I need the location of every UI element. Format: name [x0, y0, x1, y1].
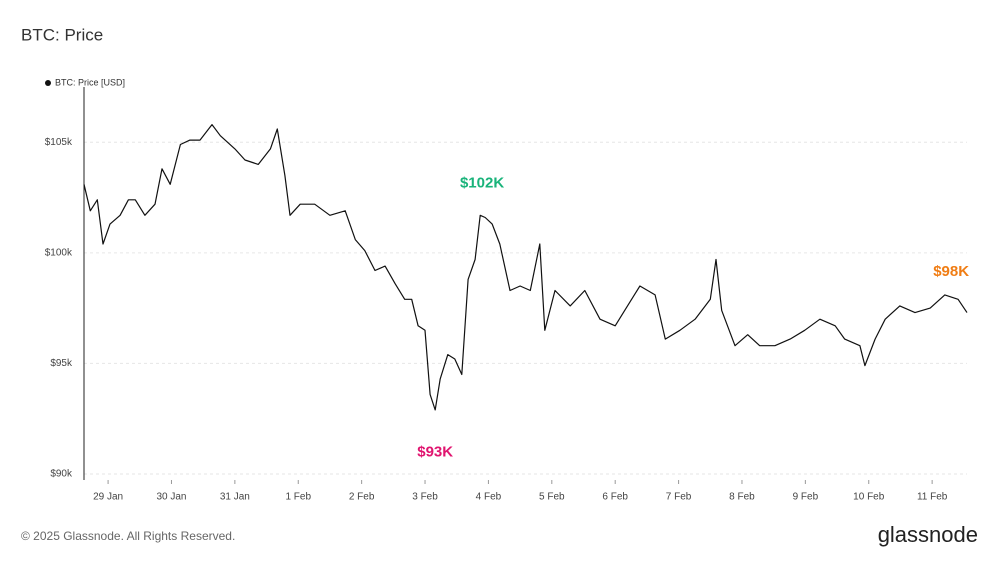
x-tick-label: 7 Feb: [666, 492, 692, 503]
x-tick-label: 30 Jan: [156, 492, 186, 503]
y-tick-label: $90k: [50, 469, 73, 480]
x-tick-label: 9 Feb: [793, 492, 819, 503]
legend-marker: [45, 80, 51, 86]
annotation: $98K: [933, 263, 969, 280]
x-tick-label: 10 Feb: [853, 492, 885, 503]
legend-label: BTC: Price [USD]: [55, 77, 125, 87]
x-tick-label: 8 Feb: [729, 492, 755, 503]
annotation: $93K: [417, 444, 453, 461]
x-tick-label: 3 Feb: [412, 492, 438, 503]
annotation: $102K: [460, 175, 504, 192]
chart-title: BTC: Price: [21, 25, 103, 44]
brand-logo: glassnode: [878, 522, 978, 547]
y-tick-label: $105k: [45, 137, 73, 148]
x-tick-label: 29 Jan: [93, 492, 123, 503]
x-tick-label: 4 Feb: [476, 492, 502, 503]
y-tick-label: $100k: [45, 247, 73, 258]
y-tick-label: $95k: [50, 358, 73, 369]
x-tick-label: 6 Feb: [602, 492, 628, 503]
price-line: [83, 124, 968, 411]
x-tick-label: 11 Feb: [917, 492, 948, 503]
x-tick-label: 2 Feb: [349, 492, 375, 503]
x-tick-label: 5 Feb: [539, 492, 565, 503]
footer: © 2025 Glassnode. All Rights Reserved.: [21, 529, 235, 543]
x-tick-label: 1 Feb: [285, 492, 311, 503]
x-tick-label: 31 Jan: [220, 492, 250, 503]
